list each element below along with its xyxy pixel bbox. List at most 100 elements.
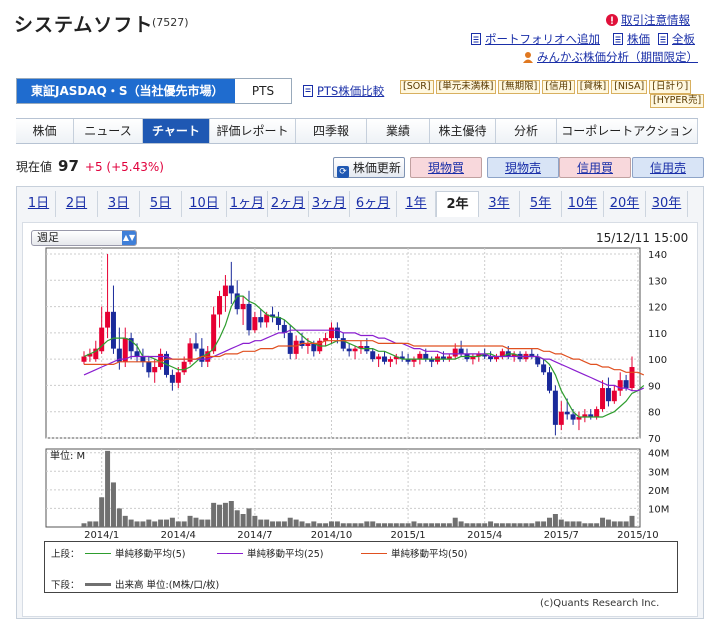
period-3[interactable]: 5日 — [140, 191, 182, 217]
volume-bar — [617, 521, 623, 527]
volume-bar — [299, 521, 305, 527]
volume-bar — [429, 523, 435, 527]
period-1[interactable]: 2日 — [56, 191, 98, 217]
kabuka-label[interactable]: 株価 — [627, 32, 650, 46]
volume-bar — [140, 521, 146, 527]
kabuka-link[interactable]: 株価 — [612, 31, 650, 47]
chart-legend: 上段： 単純移動平均(5) 単純移動平均(25) 単純移動平均(50) 下段： … — [44, 541, 678, 593]
candle-body — [311, 343, 317, 352]
genbutsu-sell-button[interactable]: 現物売 — [487, 157, 559, 178]
volume-bar — [570, 521, 576, 527]
candle-body — [140, 356, 146, 362]
volume-tick-label: 40M — [648, 449, 669, 460]
alert-icon — [606, 14, 618, 26]
price-tick-label: 70 — [648, 434, 661, 445]
tab-8[interactable]: コーポレートアクション — [557, 119, 698, 143]
stock-name: システムソフト — [14, 14, 154, 36]
tab-6[interactable]: 株主優待 — [430, 119, 496, 143]
period-8[interactable]: 6ヶ月 — [350, 191, 397, 217]
period-12[interactable]: 5年 — [520, 191, 562, 217]
volume-bar — [611, 521, 617, 527]
volume-bar — [588, 523, 594, 527]
chart-credit: (c)Quants Research Inc. — [540, 598, 660, 609]
period-7[interactable]: 3ヶ月 — [309, 191, 350, 217]
price-tick-label: 130 — [648, 276, 667, 287]
tab-5[interactable]: 業績 — [367, 119, 430, 143]
candle-body — [582, 414, 588, 417]
period-2[interactable]: 3日 — [98, 191, 140, 217]
market-pts[interactable]: PTS — [235, 79, 291, 103]
tab-3[interactable]: 評価レポート — [210, 119, 296, 143]
period-14[interactable]: 20年 — [604, 191, 646, 217]
genbutsu-buy-button[interactable]: 現物買 — [410, 157, 482, 178]
volume-bar — [340, 523, 346, 527]
badge-2-r1: [無期限] — [498, 80, 541, 94]
volume-bar — [334, 521, 340, 527]
volume-bars — [81, 450, 635, 527]
tab-4[interactable]: 四季報 — [296, 119, 367, 143]
price-label: 現在値 — [16, 160, 53, 174]
period-0[interactable]: 1日 — [22, 191, 56, 217]
period-11[interactable]: 3年 — [479, 191, 520, 217]
price-tick-label: 80 — [648, 408, 661, 419]
period-6[interactable]: 2ヶ月 — [268, 191, 309, 217]
period-tabs: 1日 2日 3日 5日 10日 1ヶ月 2ヶ月 3ヶ月 6ヶ月 1年 2年 3年 5年 10年 20年 30年 — [22, 191, 688, 217]
candle-body — [346, 348, 352, 352]
shinyo-buy-button[interactable]: 信用買 — [559, 157, 631, 178]
volume-unit-label: 単位: M — [50, 449, 85, 462]
x-tick-label: 2015/7 — [544, 530, 579, 541]
volume-bar — [258, 519, 264, 527]
minkabu-link[interactable]: みんかぶ株価分析（期間限定） — [522, 49, 698, 65]
minkabu-label[interactable]: みんかぶ株価分析（期間限定） — [537, 50, 698, 64]
volume-bar — [387, 523, 393, 527]
candle-body — [128, 338, 134, 352]
candle-body — [211, 314, 217, 352]
market-tse-jasdaq[interactable]: 東証JASDAQ・S（当社優先市場） — [17, 79, 235, 103]
tab-0[interactable]: 株価 — [16, 119, 74, 143]
zenga-link[interactable]: 全板 — [657, 31, 695, 47]
period-5[interactable]: 1ヶ月 — [227, 191, 268, 217]
candle-body — [287, 332, 293, 354]
period-13[interactable]: 10年 — [562, 191, 604, 217]
volume-bar — [305, 523, 311, 527]
tab-2[interactable]: チャート — [143, 119, 210, 143]
volume-bar — [234, 510, 240, 527]
candle-body — [429, 359, 435, 362]
tab-7[interactable]: 分析 — [496, 119, 557, 143]
period-9[interactable]: 1年 — [397, 191, 436, 217]
volume-bar — [629, 515, 635, 527]
volume-bar — [405, 523, 411, 527]
volume-bar — [364, 521, 370, 527]
pts-compare-label[interactable]: PTS株価比較 — [317, 84, 385, 98]
candle-body — [541, 364, 547, 373]
torihiki-chui-label[interactable]: 取引注意情報 — [621, 13, 690, 27]
tab-1[interactable]: ニュース — [74, 119, 143, 143]
x-tick-label: 2015/1 — [390, 530, 425, 541]
period-4[interactable]: 10日 — [182, 191, 227, 217]
volume-bar — [493, 523, 499, 527]
volume-bar — [517, 523, 523, 527]
period-15[interactable]: 30年 — [646, 191, 688, 217]
zenga-label[interactable]: 全板 — [672, 32, 695, 46]
shinyo-sell-button[interactable]: 信用売 — [632, 157, 704, 178]
volume-bar — [110, 482, 116, 527]
candle-body — [252, 317, 258, 331]
candle-body — [452, 348, 458, 357]
volume-bar — [600, 517, 606, 527]
candle-body — [328, 327, 334, 339]
refresh-button[interactable]: ⟳ 株価更新 — [333, 157, 405, 178]
portfolio-add-label[interactable]: ポートフォリオへ追加 — [485, 32, 600, 46]
torihiki-chui-link[interactable]: 取引注意情報 — [606, 12, 690, 28]
legend-ma25-label: 単純移動平均(25) — [247, 549, 324, 560]
candle-body — [405, 359, 411, 362]
candle-body — [617, 380, 623, 391]
interval-select-value: 週足 — [37, 231, 59, 244]
volume-bar — [99, 497, 105, 527]
pts-compare-link[interactable]: PTS株価比較 — [302, 83, 384, 99]
candle-body — [281, 324, 287, 333]
volume-tick-label: 30M — [648, 467, 669, 478]
volume-bar — [323, 523, 329, 527]
period-10[interactable]: 2年 — [436, 191, 479, 217]
portfolio-add-link[interactable]: ポートフォリオへ追加 — [470, 31, 600, 47]
interval-select[interactable]: 週足 ▲▼ — [31, 230, 137, 246]
